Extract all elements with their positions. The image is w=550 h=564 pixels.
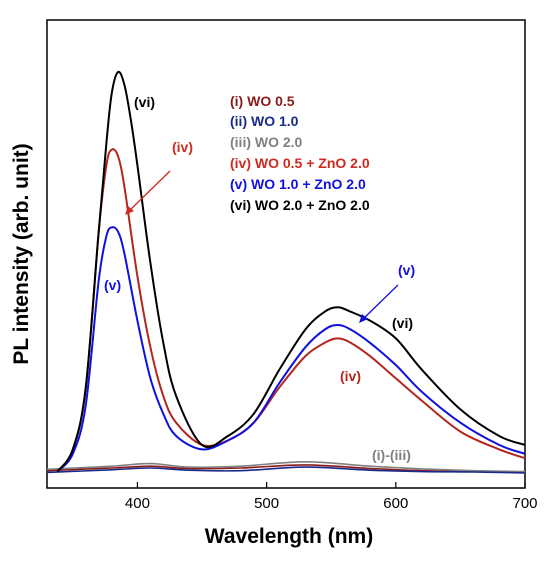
x-axis-title: Wavelength (nm) — [205, 525, 373, 548]
annotation-iv-arrowhead — [125, 206, 134, 215]
legend: (i) WO 0.5 (ii) WO 1.0 (iii) WO 2.0 (iv)… — [230, 93, 370, 213]
series-line-3 — [46, 461, 526, 473]
legend-entry-i: (i) WO 0.5 — [230, 93, 295, 109]
annotation-i-iii: (i)-(iii) — [372, 447, 411, 463]
annotation-v-peak: (v) — [104, 277, 121, 293]
annotation-vi-broad: (vi) — [392, 315, 413, 331]
y-axis-title: PL intensity (arb. unit) — [10, 143, 33, 364]
x-tick-label: 500 — [254, 495, 279, 512]
legend-entry-vi: (vi) WO 2.0 + ZnO 2.0 — [230, 197, 370, 213]
annotations: (vi) (iv) (v) (v) (vi) (iv) (i)-(iii) — [104, 94, 415, 463]
legend-entry-iv: (iv) WO 0.5 + ZnO 2.0 — [230, 155, 370, 171]
plot-frame — [46, 19, 526, 489]
annotation-iv-broad: (iv) — [340, 368, 361, 384]
series-line-5 — [56, 226, 526, 473]
x-tick-label: 400 — [125, 495, 150, 512]
legend-entry-ii: (ii) WO 1.0 — [230, 113, 299, 129]
annotation-iv-arrow — [127, 170, 171, 213]
series-layer — [46, 70, 526, 474]
legend-entry-iii: (iii) WO 2.0 — [230, 134, 303, 150]
annotation-vi-peak: (vi) — [134, 94, 155, 110]
series-line-6 — [56, 70, 526, 473]
annotation-v-arrow — [361, 284, 399, 321]
x-tick-label: 700 — [512, 495, 537, 512]
annotation-v-arrowhead — [359, 314, 368, 323]
annotation-v-broad: (v) — [398, 262, 415, 278]
annotation-iv-peak: (iv) — [172, 139, 193, 155]
legend-entry-v: (v) WO 1.0 + ZnO 2.0 — [230, 176, 366, 192]
x-tick-label: 600 — [383, 495, 408, 512]
x-axis-ticks: 400 500 600 700 — [125, 482, 538, 512]
series-line-2 — [46, 466, 526, 474]
